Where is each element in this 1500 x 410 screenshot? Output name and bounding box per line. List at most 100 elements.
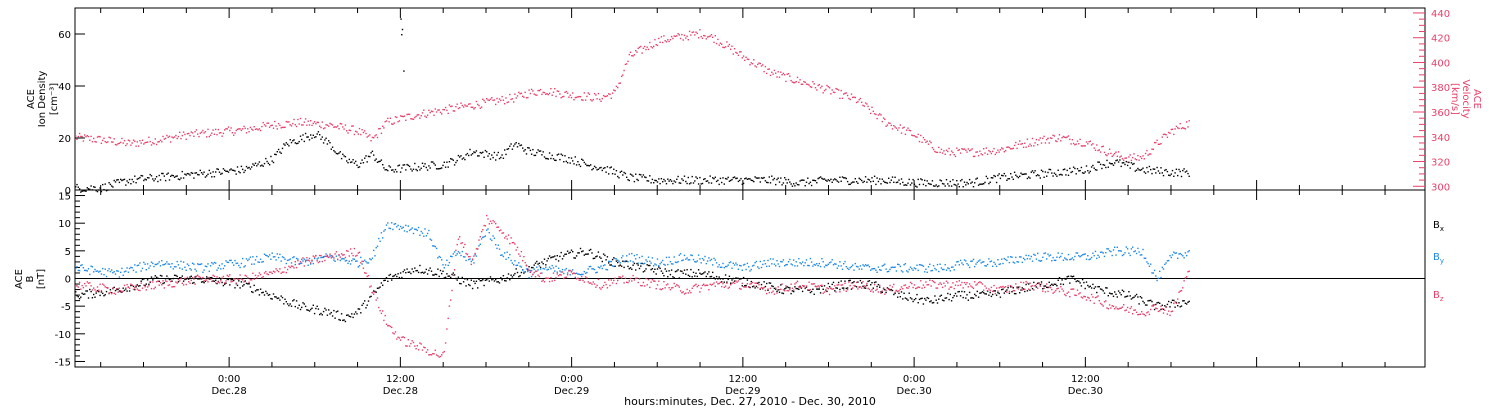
density-point: [921, 179, 923, 181]
bx-point: [548, 255, 551, 257]
bx-point: [897, 296, 899, 298]
bx-point: [114, 289, 117, 292]
density-point: [468, 154, 470, 157]
bx-point: [559, 255, 561, 258]
velocity-point: [1043, 135, 1045, 138]
density-point: [1124, 163, 1126, 166]
density-point: [353, 162, 356, 164]
velocity-point: [631, 55, 633, 57]
bz-point: [128, 287, 131, 289]
density-point: [748, 178, 750, 180]
velocity-point: [828, 87, 831, 89]
density-point: [673, 180, 675, 182]
velocity-point: [786, 73, 788, 75]
by-point: [170, 266, 172, 268]
by-point: [819, 265, 822, 268]
density-point: [81, 190, 83, 192]
bz-point: [832, 288, 835, 290]
density-point: [197, 173, 199, 176]
bz-point: [406, 345, 408, 347]
bz-point: [721, 285, 723, 288]
density-point: [247, 167, 249, 169]
velocity-point: [465, 105, 467, 107]
bx-point: [941, 299, 944, 301]
bz-point: [785, 285, 787, 287]
bx-point: [688, 275, 691, 277]
velocity-point: [411, 118, 413, 120]
by-point: [121, 267, 123, 270]
by-point: [161, 260, 163, 262]
density-point: [1156, 166, 1158, 169]
density-point: [764, 180, 767, 182]
bz-point: [723, 286, 725, 288]
bz-point: [936, 287, 939, 289]
velocity-point: [835, 87, 837, 90]
density-point: [610, 166, 612, 168]
bx-point: [678, 277, 680, 279]
velocity-point: [405, 119, 407, 121]
bx-point: [1069, 282, 1071, 284]
velocity-point: [218, 132, 221, 134]
velocity-point: [677, 33, 679, 35]
velocity-point: [858, 99, 860, 101]
velocity-point: [1114, 152, 1116, 155]
density-point: [288, 145, 290, 147]
bx-point: [1124, 296, 1126, 298]
velocity-point: [595, 94, 597, 96]
by-point: [912, 269, 914, 271]
bz-point: [606, 287, 609, 289]
bz-point: [940, 283, 943, 285]
density-point: [470, 154, 472, 156]
bx-point: [766, 282, 768, 285]
density-point: [172, 175, 174, 177]
velocity-point: [1156, 139, 1158, 141]
bz-point: [126, 283, 128, 286]
bx-point: [288, 304, 290, 307]
by-point: [687, 259, 689, 261]
velocity-point: [180, 137, 182, 140]
bz-point: [1155, 307, 1157, 309]
bz-point: [537, 274, 539, 276]
density-point: [614, 173, 616, 175]
bx-point: [604, 254, 606, 257]
by-point: [929, 263, 931, 265]
bz-point: [810, 283, 813, 285]
density-point: [635, 173, 637, 175]
bx-point: [1049, 284, 1052, 287]
density-point: [757, 177, 759, 179]
bx-point: [1174, 306, 1176, 308]
bx-point: [627, 265, 629, 268]
density-point: [191, 172, 194, 174]
velocity-point: [513, 101, 515, 103]
bx-point: [95, 292, 97, 294]
density-point: [1087, 170, 1089, 172]
by-point: [688, 259, 691, 261]
density-point: [388, 165, 390, 167]
velocity-point: [588, 93, 591, 95]
velocity-point: [1022, 146, 1025, 148]
bz-point: [1042, 290, 1044, 292]
by-point: [1160, 276, 1162, 279]
density-point: [362, 162, 365, 164]
bx-point: [1046, 286, 1048, 288]
velocity-point: [998, 151, 1000, 153]
density-point: [215, 171, 217, 173]
bz-point: [1084, 296, 1086, 298]
bx-point: [358, 308, 361, 310]
bz-point: [837, 284, 840, 286]
bz-point: [992, 290, 994, 293]
top-panel-frame: [74, 7, 1426, 191]
bx-point: [226, 278, 228, 280]
density-point: [983, 183, 985, 185]
density-point: [80, 191, 82, 193]
by-point: [493, 237, 496, 239]
bz-point: [324, 259, 326, 262]
bz-point: [534, 276, 537, 278]
by-point: [706, 260, 709, 262]
bz-point: [120, 290, 122, 292]
bz-point: [1165, 306, 1167, 309]
density-point: [281, 147, 284, 150]
velocity-point: [749, 64, 751, 66]
velocity-point: [809, 86, 812, 88]
